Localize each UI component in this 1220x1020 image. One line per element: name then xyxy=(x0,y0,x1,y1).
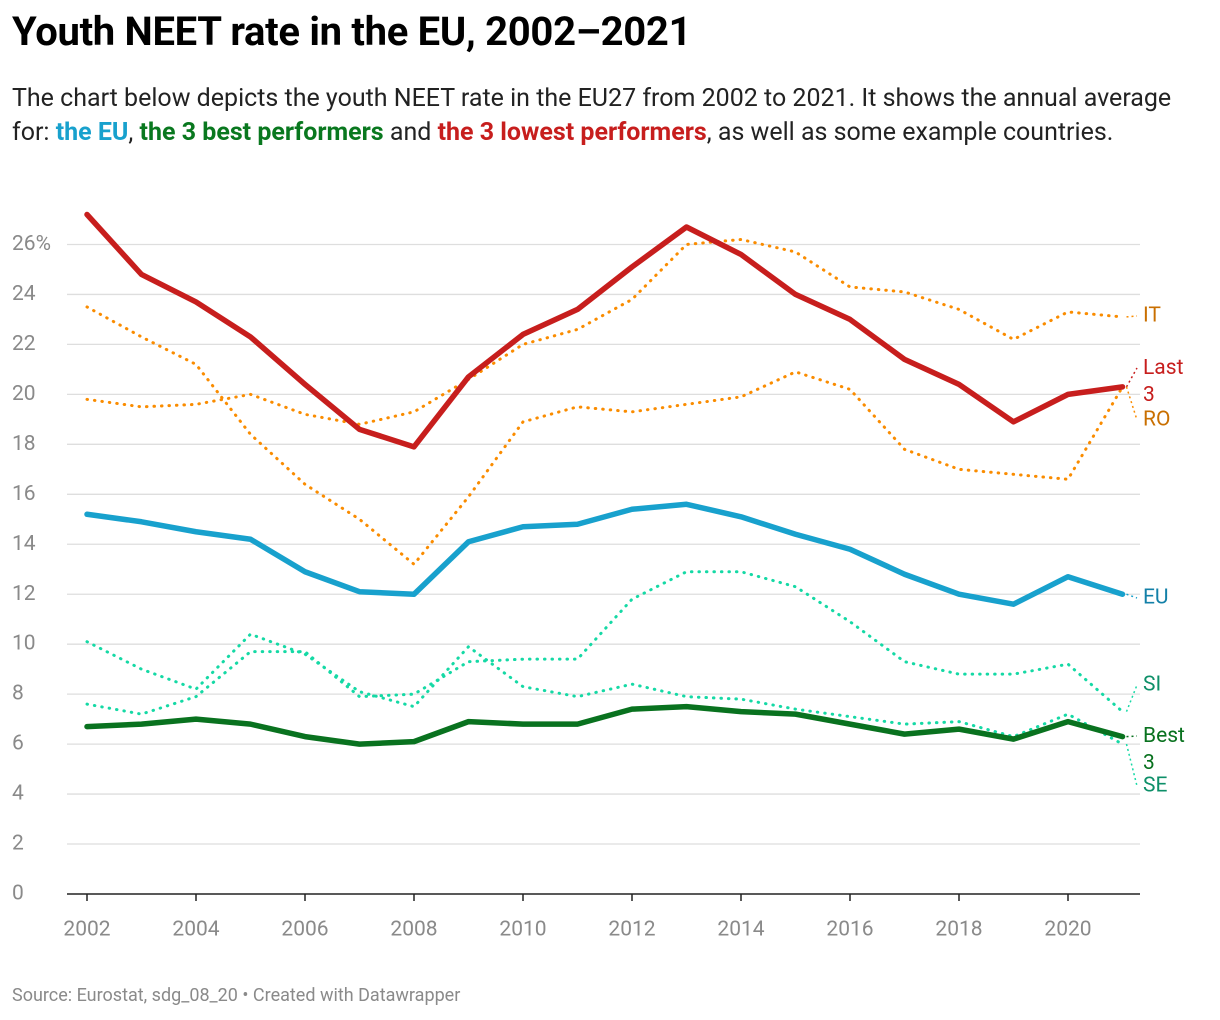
y-tick-label: 24 xyxy=(12,282,36,306)
x-tick-label: 2020 xyxy=(1044,918,1091,942)
series-line xyxy=(84,703,1126,747)
series-label: EU xyxy=(1143,586,1169,610)
x-tick-label: 2002 xyxy=(63,918,110,942)
label-leader xyxy=(1125,684,1138,712)
y-tick-label: 20 xyxy=(12,382,36,406)
y-tick-label: 18 xyxy=(12,432,36,456)
label-leader xyxy=(1125,386,1138,421)
y-tick-label: 22 xyxy=(12,332,36,356)
subtitle-part: the 3 lowest performers xyxy=(437,118,707,147)
subtitle-part: , xyxy=(128,118,140,147)
y-tick-label: 26% xyxy=(12,232,51,256)
series-label: SE xyxy=(1143,774,1167,798)
x-tick-label: 2018 xyxy=(935,918,982,942)
x-tick-label: 2012 xyxy=(608,918,655,942)
series-label: Last 3 xyxy=(1143,356,1184,407)
series-line xyxy=(85,237,1124,426)
subtitle-part: and xyxy=(383,118,438,147)
series-line xyxy=(85,570,1124,716)
y-tick-label: 16 xyxy=(12,482,36,506)
subtitle-part: the EU xyxy=(55,118,129,147)
subtitle-part: The chart below depicts the youth NEET r… xyxy=(12,84,1172,147)
y-tick-label: 4 xyxy=(12,782,24,806)
series-line xyxy=(84,211,1126,450)
series-label: Best 3 xyxy=(1143,724,1185,775)
y-tick-label: 10 xyxy=(12,632,36,656)
chart-subtitle: The chart below depicts the youth NEET r… xyxy=(12,82,1212,150)
series-line xyxy=(84,501,1126,607)
y-tick-label: 12 xyxy=(12,582,36,606)
subtitle-part: , as well as some example countries. xyxy=(706,118,1114,147)
series-line xyxy=(85,305,1124,566)
series-line xyxy=(85,632,1124,746)
subtitle-part: the 3 best performers xyxy=(139,118,384,147)
y-tick-label: 2 xyxy=(12,832,24,856)
x-tick-label: 2010 xyxy=(499,918,546,942)
label-leader xyxy=(1126,315,1138,318)
label-leader xyxy=(1126,593,1138,599)
series-label: SI xyxy=(1143,673,1161,697)
y-tick-label: 6 xyxy=(12,732,24,756)
series-label: IT xyxy=(1143,304,1161,328)
y-tick-label: 8 xyxy=(12,682,24,706)
x-tick-label: 2004 xyxy=(172,918,219,942)
y-tick-label: 0 xyxy=(12,882,24,906)
label-leader xyxy=(1126,735,1138,738)
series-label: RO xyxy=(1143,408,1170,432)
y-tick-label: 14 xyxy=(12,532,36,556)
label-leader xyxy=(1125,367,1138,388)
x-tick-label: 2014 xyxy=(717,918,764,942)
x-tick-label: 2016 xyxy=(826,918,873,942)
source: Source: Eurostat, sdg_08_20 • Created wi… xyxy=(12,985,461,1006)
chart-title: Youth NEET rate in the EU, 2002–2021 xyxy=(12,8,692,55)
x-tick-label: 2008 xyxy=(390,918,437,942)
x-tick-label: 2006 xyxy=(281,918,328,942)
label-leader xyxy=(1125,743,1138,787)
